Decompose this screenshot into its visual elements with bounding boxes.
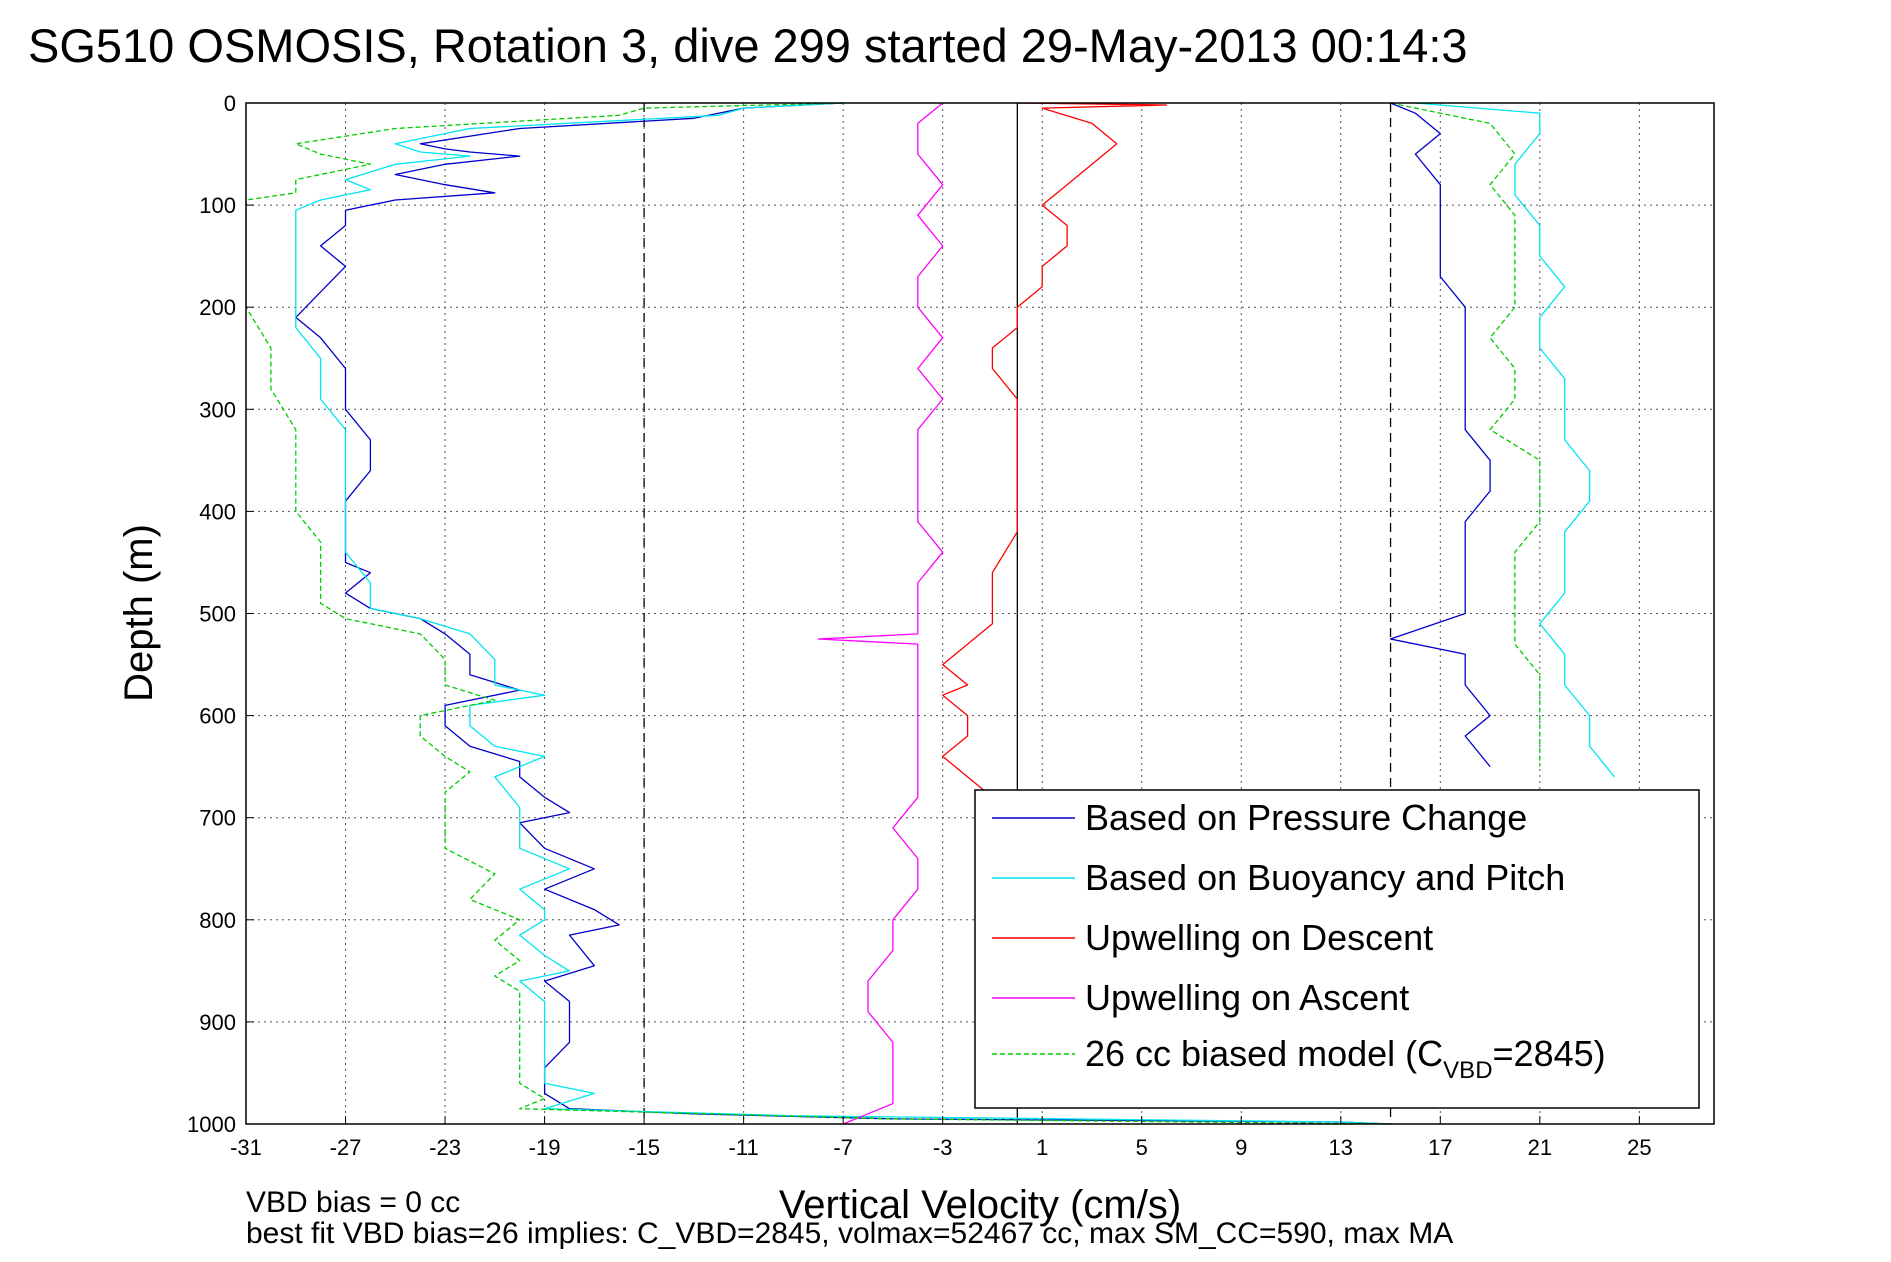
legend-label: Based on Buoyancy and Pitch	[1085, 857, 1565, 898]
legend-label: Upwelling on Descent	[1085, 917, 1433, 958]
y-tick-label: 0	[224, 91, 236, 116]
x-tick-label: -15	[628, 1135, 660, 1160]
legend-label: Based on Pressure Change	[1085, 797, 1527, 838]
x-tick-label: -19	[529, 1135, 561, 1160]
best-fit-note: best fit VBD bias=26 implies: C_VBD=2845…	[246, 1217, 1453, 1250]
y-tick-label: 400	[199, 499, 236, 524]
x-tick-label: -3	[933, 1135, 953, 1160]
chart-title: SG510 OSMOSIS, Rotation 3, dive 299 star…	[28, 19, 1468, 72]
y-tick-label: 1000	[187, 1112, 236, 1137]
series-line-1	[295, 102, 1391, 1125]
series-line-3	[817, 102, 944, 1125]
y-tick-label: 100	[199, 193, 236, 218]
x-axis-label: Vertical Velocity (cm/s)	[779, 1183, 1181, 1227]
y-tick-label: 500	[199, 602, 236, 627]
x-tick-label: 1	[1036, 1135, 1048, 1160]
x-tick-label: -11	[729, 1135, 759, 1160]
x-tick-label: -23	[429, 1135, 461, 1160]
legend-box	[974, 789, 1700, 1109]
x-axis-ticks: -31 -27 -23 -19 -15 -11 -7 -3 1 5 9 13 17 21 25	[230, 1116, 1652, 1160]
x-tick-label: -7	[833, 1135, 853, 1160]
x-tick-label: 13	[1329, 1135, 1353, 1160]
series-group	[245, 102, 1616, 1125]
y-tick-label: 600	[199, 704, 236, 729]
legend-label: Upwelling on Ascent	[1085, 977, 1409, 1018]
y-tick-label: 900	[199, 1010, 236, 1035]
series-line-2	[942, 102, 1168, 818]
y-tick-label: 700	[199, 806, 236, 831]
y-tick-label: 300	[199, 397, 236, 422]
y-axis-ticks: 0 100 200 300 400 500 600 700 800 900 1000	[187, 91, 254, 1137]
series-line-6	[1389, 102, 1491, 768]
vbd-bias-note: VBD bias = 0 cc	[246, 1186, 460, 1219]
y-tick-label: 800	[199, 908, 236, 933]
x-tick-label: -31	[230, 1135, 262, 1160]
x-tick-label: 21	[1528, 1135, 1552, 1160]
x-tick-label: 5	[1136, 1135, 1148, 1160]
x-tick-label: 25	[1627, 1135, 1651, 1160]
x-tick-label: -27	[330, 1135, 362, 1160]
legend-label: 26 cc biased model (CVBD=2845)	[1085, 1033, 1606, 1084]
y-axis-label: Depth (m)	[117, 524, 161, 702]
series-line-7	[1415, 102, 1616, 778]
legend: Based on Pressure Change Based on Buoyanc…	[974, 789, 1700, 1109]
y-tick-label: 200	[199, 295, 236, 320]
series-line-5	[1390, 102, 1541, 767]
series-line-4	[245, 102, 1391, 1125]
x-tick-label: 17	[1428, 1135, 1452, 1160]
x-tick-label: 9	[1235, 1135, 1247, 1160]
